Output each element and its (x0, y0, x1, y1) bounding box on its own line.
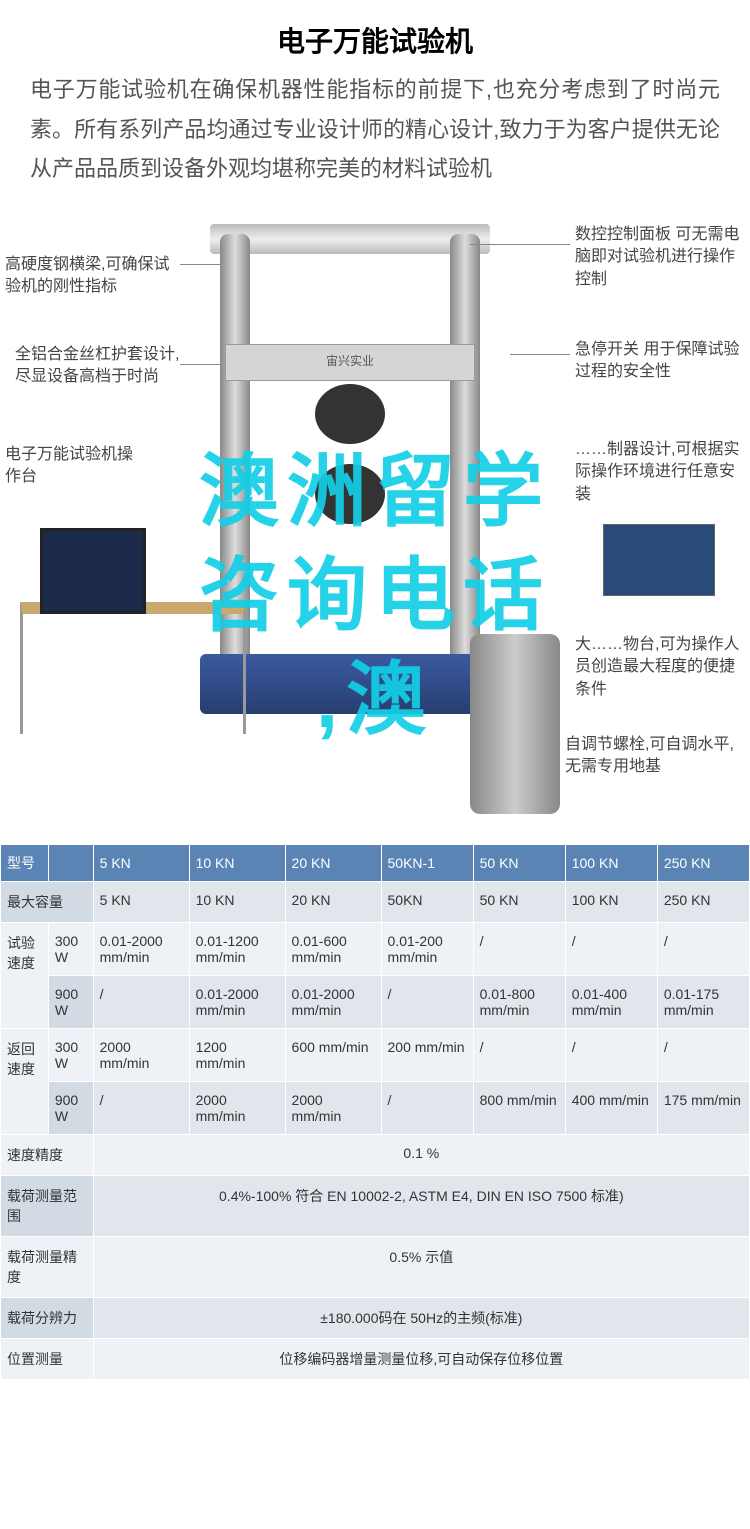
table-row: 最大容量5 KN10 KN20 KN50KN50 KN100 KN250 KN (1, 881, 750, 922)
cell: / (657, 1028, 749, 1081)
cell: / (93, 975, 189, 1028)
th-7: 100 KN (565, 844, 657, 881)
callout-r2: 急停开关 用于保障试验过程的安全性 (575, 339, 745, 384)
cell: 0.01-175 mm/min (657, 975, 749, 1028)
cell: 0.01-800 mm/min (473, 975, 565, 1028)
cell: 250 KN (657, 881, 749, 922)
brand-label: 宙兴实业 (225, 344, 475, 381)
callout-r3: ……制器设计,可根据实际操作环境进行任意安装 (575, 439, 745, 506)
cell: 0.01-2000 mm/min (285, 975, 381, 1028)
page-title: 电子万能试验机 (0, 0, 750, 70)
th-1 (48, 844, 93, 881)
row-merged-value: 位移编码器增量测量位移,可自动保存位移位置 (93, 1338, 749, 1379)
cell: 5 KN (93, 881, 189, 922)
row-label: 返回速度 (1, 1028, 49, 1134)
row-merged-value: ±180.000码在 50Hz的主频(标准) (93, 1297, 749, 1338)
row-sub: 300 W (48, 1028, 93, 1081)
cell: 2000 mm/min (189, 1081, 285, 1134)
cell: 0.01-2000 mm/min (189, 975, 285, 1028)
table-row: 载荷分辨力±180.000码在 50Hz的主频(标准) (1, 1297, 750, 1338)
row-label: 位置测量 (1, 1338, 94, 1379)
cell: / (381, 975, 473, 1028)
cell: / (565, 1028, 657, 1081)
table-row: 900 W/2000 mm/min2000 mm/min/800 mm/min4… (1, 1081, 750, 1134)
row-label: 载荷测量范围 (1, 1175, 94, 1236)
table-row: 试验速度300 W0.01-2000 mm/min0.01-1200 mm/mi… (1, 922, 750, 975)
row-label: 试验速度 (1, 922, 49, 1028)
cell: 20 KN (285, 881, 381, 922)
table-row: 900 W/0.01-2000 mm/min0.01-2000 mm/min/0… (1, 975, 750, 1028)
cell: 100 KN (565, 881, 657, 922)
cell: 2000 mm/min (93, 1028, 189, 1081)
row-sub: 900 W (48, 975, 93, 1028)
th-6: 50 KN (473, 844, 565, 881)
callout-l2: 全铝合金丝杠护套设计,尽显设备高档于时尚 (15, 344, 180, 389)
row-sub: 300 W (48, 922, 93, 975)
cell: 400 mm/min (565, 1081, 657, 1134)
th-3: 10 KN (189, 844, 285, 881)
cell: 200 mm/min (381, 1028, 473, 1081)
cell: 2000 mm/min (285, 1081, 381, 1134)
cell: 0.01-600 mm/min (285, 922, 381, 975)
table-row: 位置测量位移编码器增量测量位移,可自动保存位移位置 (1, 1338, 750, 1379)
table-row: 载荷测量精度0.5% 示值 (1, 1236, 750, 1297)
callout-l1: 高硬度钢横梁,可确保试验机的刚性指标 (5, 254, 180, 299)
th-5: 50KN-1 (381, 844, 473, 881)
cell: 0.01-400 mm/min (565, 975, 657, 1028)
row-merged-value: 0.5% 示值 (93, 1236, 749, 1297)
row-merged-value: 0.1 % (93, 1134, 749, 1175)
machine-illustration: 宙兴实业 (200, 214, 500, 814)
cell: 0.01-2000 mm/min (93, 922, 189, 975)
cell: 50KN (381, 881, 473, 922)
cell: 0.01-200 mm/min (381, 922, 473, 975)
row-sub: 900 W (48, 1081, 93, 1134)
cell: / (565, 922, 657, 975)
cell: 10 KN (189, 881, 285, 922)
th-8: 250 KN (657, 844, 749, 881)
callout-r5: 自调节螺栓,可自调水平,无需专用地基 (565, 734, 745, 779)
cell: 175 mm/min (657, 1081, 749, 1134)
row-merged-value: 0.4%-100% 符合 EN 10002-2, ASTM E4, DIN EN… (93, 1175, 749, 1236)
table-header-row: 型号 5 KN 10 KN 20 KN 50KN-1 50 KN 100 KN … (1, 844, 750, 881)
callout-r4: 大……物台,可为操作人员创造最大程度的便捷条件 (575, 634, 745, 701)
cell: 0.01-1200 mm/min (189, 922, 285, 975)
cell: / (657, 922, 749, 975)
cell: 50 KN (473, 881, 565, 922)
cell: / (473, 1028, 565, 1081)
cell: 600 mm/min (285, 1028, 381, 1081)
cell: / (473, 922, 565, 975)
table-row: 返回速度300 W2000 mm/min1200 mm/min600 mm/mi… (1, 1028, 750, 1081)
th-4: 20 KN (285, 844, 381, 881)
th-0: 型号 (1, 844, 49, 881)
cell: 1200 mm/min (189, 1028, 285, 1081)
table-row: 载荷测量范围0.4%-100% 符合 EN 10002-2, ASTM E4, … (1, 1175, 750, 1236)
cell: / (381, 1081, 473, 1134)
callout-r1: 数控控制面板 可无需电脑即对试验机进行操作控制 (575, 224, 745, 291)
cell: 800 mm/min (473, 1081, 565, 1134)
intro-paragraph: 电子万能试验机在确保机器性能指标的前提下,也充分考虑到了时尚元素。所有系列产品均… (0, 70, 750, 204)
row-label: 最大容量 (1, 881, 94, 922)
table-row: 速度精度0.1 % (1, 1134, 750, 1175)
callout-l3: 电子万能试验机操作台 (5, 444, 135, 489)
row-label: 载荷测量精度 (1, 1236, 94, 1297)
product-diagram: 高硬度钢横梁,可确保试验机的刚性指标 全铝合金丝杠护套设计,尽显设备高档于时尚 … (0, 204, 750, 844)
row-label: 速度精度 (1, 1134, 94, 1175)
cell: / (93, 1081, 189, 1134)
th-2: 5 KN (93, 844, 189, 881)
row-label: 载荷分辨力 (1, 1297, 94, 1338)
spec-table: 型号 5 KN 10 KN 20 KN 50KN-1 50 KN 100 KN … (0, 844, 750, 1380)
